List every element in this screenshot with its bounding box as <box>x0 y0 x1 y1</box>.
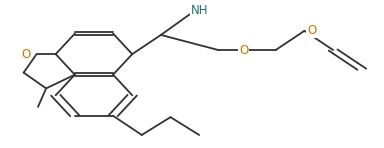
Text: O: O <box>239 44 248 57</box>
Text: O: O <box>22 48 31 61</box>
Text: NH: NH <box>191 4 209 17</box>
Text: O: O <box>307 24 316 37</box>
